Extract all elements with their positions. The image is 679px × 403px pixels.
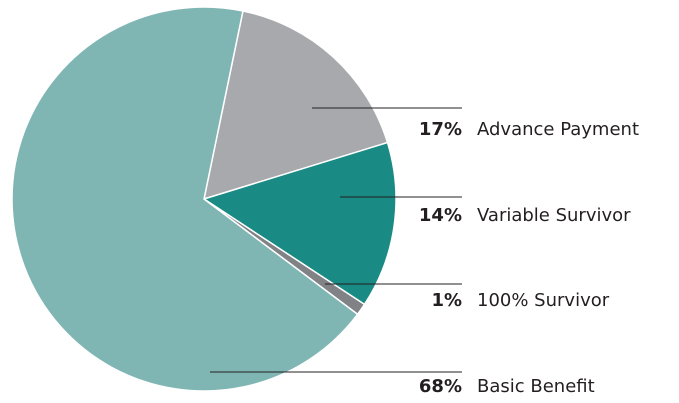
category-label: Basic Benefit xyxy=(477,376,595,397)
value-label: 14% xyxy=(419,205,462,226)
value-label: 68% xyxy=(419,376,462,397)
pie-slice xyxy=(203,10,389,201)
category-label: Variable Survivor xyxy=(477,205,631,226)
pie-slice xyxy=(202,141,397,306)
value-label: 17% xyxy=(419,119,462,140)
value-label: 1% xyxy=(431,290,462,311)
pie-slice xyxy=(11,6,359,392)
category-label: 100% Survivor xyxy=(477,290,610,311)
category-label: Advance Payment xyxy=(477,119,639,140)
